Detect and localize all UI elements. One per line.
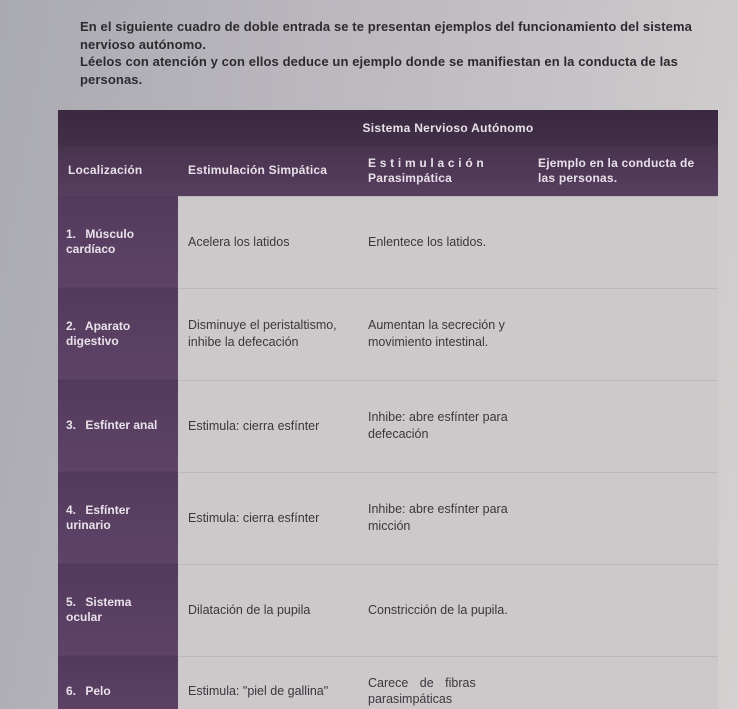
table-row: 5. Sistema ocular Dilatación de la pupil… (58, 564, 718, 656)
autonomic-table: Sistema Nervioso Autónomo Localización E… (58, 110, 718, 709)
top-header: Sistema Nervioso Autónomo (178, 110, 718, 146)
top-header-row: Sistema Nervioso Autónomo (58, 110, 718, 146)
cell-simp: Acelera los latidos (178, 196, 358, 288)
cell-simp: Disminuye el peristaltismo, inhibe la de… (178, 288, 358, 380)
row-num: 5. (66, 595, 76, 609)
table-row: 3. Esfínter anal Estimula: cierra esfínt… (58, 380, 718, 472)
row-name: Músculo cardíaco (66, 227, 134, 257)
table-row: 1. Músculo cardíaco Acelera los latidos … (58, 196, 718, 288)
col-parasimpatica: E s t i m u l a c i ó n Parasimpática (358, 146, 528, 196)
col-ejemplo: Ejemplo en la conducta de las personas. (528, 146, 718, 196)
table-row: 6. Pelo Estimula: "piel de gallina" Care… (58, 656, 718, 709)
row-num: 4. (66, 503, 76, 517)
row-label: 4. Esfínter urinario (58, 472, 178, 564)
cell-ej (528, 656, 718, 709)
intro-line-1: En el siguiente cuadro de doble entrada … (80, 19, 692, 52)
col-localizacion: Localización (58, 146, 178, 196)
row-num: 1. (66, 227, 76, 241)
row-label: 3. Esfínter anal (58, 380, 178, 472)
row-label: 2. Aparato digestivo (58, 288, 178, 380)
cell-para: Carece de fibras parasimpáticas (368, 676, 476, 707)
row-label: 1. Músculo cardíaco (58, 196, 178, 288)
textbook-page: En el siguiente cuadro de doble entrada … (0, 0, 738, 709)
cell-simp: Estimula: "piel de gallina" (178, 656, 358, 709)
table-wrapper: Sistema Nervioso Autónomo Localización E… (58, 110, 718, 709)
column-header-row: Localización Estimulación Simpática E s … (58, 146, 718, 196)
table-row: 4. Esfínter urinario Estimula: cierra es… (58, 472, 718, 564)
cell-simp: Estimula: cierra esfínter (178, 380, 358, 472)
cell-simp: Estimula: cierra esfínter (178, 472, 358, 564)
cell-ej (528, 472, 718, 564)
intro-line-2: Léelos con atención y con ellos deduce u… (80, 54, 678, 87)
cell-ej (528, 564, 718, 656)
cell-para: Aumentan la secreción y movimiento intes… (358, 288, 528, 380)
cell-ej (528, 288, 718, 380)
cell-para: Inhibe: abre esfínter para micción (358, 472, 528, 564)
row-name: Pelo (85, 684, 110, 698)
col-simpatica: Estimulación Simpática (178, 146, 358, 196)
cell-ej (528, 196, 718, 288)
row-num: 6. (66, 684, 76, 698)
intro-paragraph: En el siguiente cuadro de doble entrada … (20, 18, 728, 88)
cell-simp: Dilatación de la pupila (178, 564, 358, 656)
row-name: Esfínter anal (85, 418, 157, 432)
cell-para: Constricción de la pupila. (358, 564, 528, 656)
table-row: 2. Aparato digestivo Disminuye el perist… (58, 288, 718, 380)
cell-para: Enlentece los latidos. (358, 196, 528, 288)
cell-para: Inhibe: abre esfínter para defecación (358, 380, 528, 472)
row-num: 2. (66, 319, 76, 333)
row-num: 3. (66, 418, 76, 432)
top-header-blank (58, 110, 178, 146)
cell-ej (528, 380, 718, 472)
row-label: 6. Pelo (58, 656, 178, 709)
row-label: 5. Sistema ocular (58, 564, 178, 656)
